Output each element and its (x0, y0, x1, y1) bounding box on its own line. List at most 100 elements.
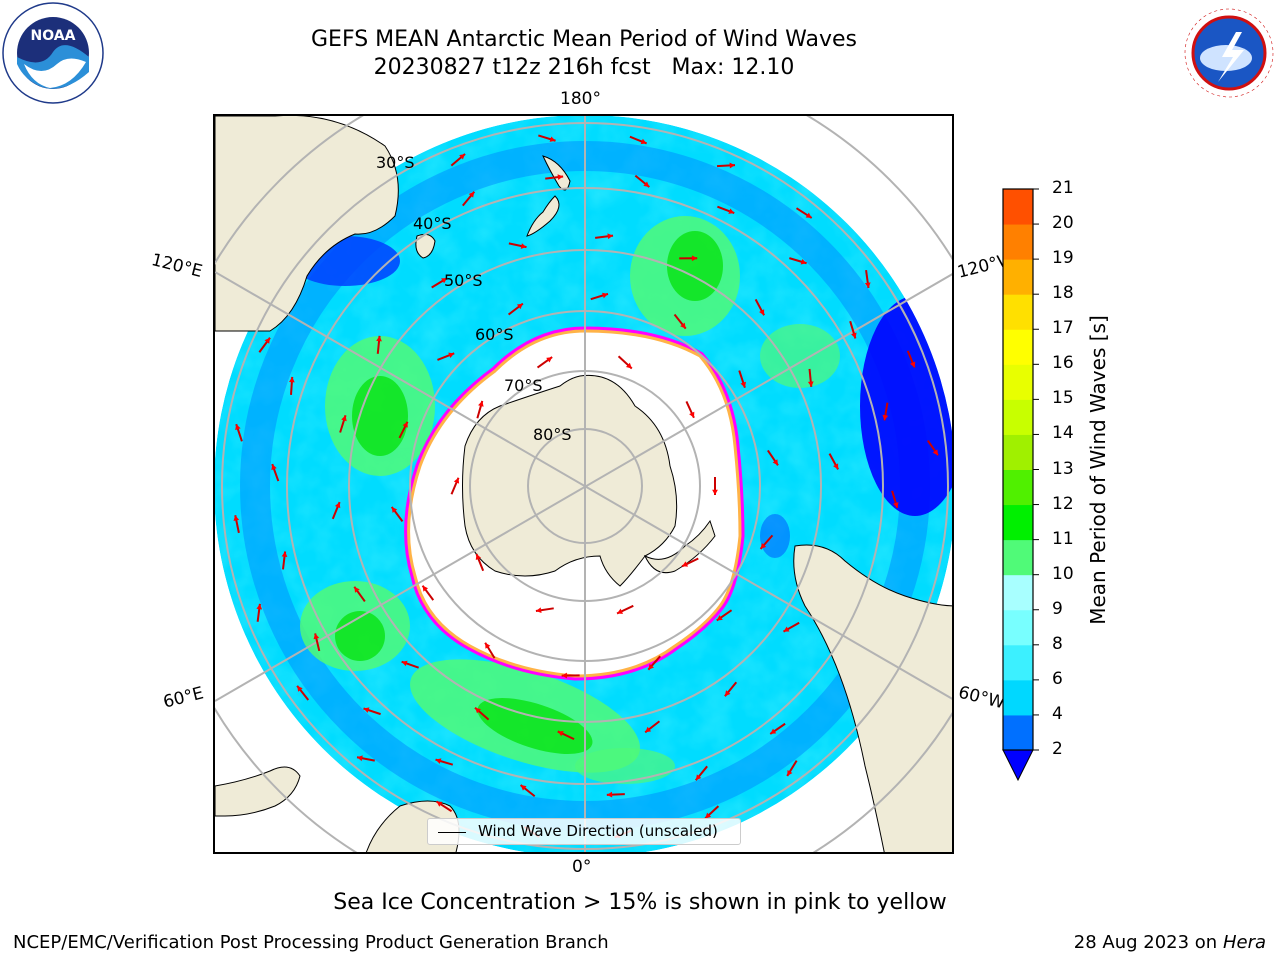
wind-wave-arrow-head (376, 335, 382, 342)
wind-wave-arrow-head (643, 181, 650, 188)
legend-label: Wind Wave Direction (unscaled) (478, 822, 718, 840)
chart-subtitle-run-info: 20230827 t12z 216h fcst Max: 12.10 (373, 55, 795, 80)
footer-date: 28 Aug 2023 on Hera (1074, 932, 1266, 953)
wind-wave-arrow-head (313, 633, 320, 640)
wind-wave-arrow-head (689, 411, 695, 418)
lat-label-30s: 30°S (376, 153, 415, 172)
colorbar-segment (1003, 539, 1033, 576)
wind-wave-arrow-head (485, 642, 491, 649)
colorbar-segment (1003, 714, 1033, 751)
wind-wave-arrow-head (233, 515, 240, 522)
wind-wave-arrow-head (712, 489, 718, 495)
lat-label-80s: 80°S (533, 425, 572, 444)
wind-wave-arrow-head (453, 477, 460, 484)
wind-wave-arrow-head (909, 361, 916, 368)
legend-line-swatch (438, 832, 466, 833)
polar-map (215, 116, 952, 852)
colorbar-segment (1003, 609, 1033, 646)
wind-wave-arrow-head (441, 278, 448, 284)
wind-wave-arrow-head (695, 774, 702, 781)
wind-wave-arrow-head (271, 464, 277, 471)
colorbar-segment (1003, 189, 1033, 225)
lon-label-180: 180° (560, 89, 601, 109)
map-panel (213, 114, 954, 854)
lon-label-120e: 120°E (149, 250, 205, 282)
map-legend: Wind Wave Direction (unscaled) (427, 818, 741, 845)
wind-wave-arrow-head (787, 769, 793, 776)
colorbar-segments (1003, 189, 1033, 751)
wind-wave-arrow-head (520, 785, 527, 791)
colorbar-tick-label: 18 (1052, 283, 1074, 304)
colorbar-segment (1003, 644, 1033, 681)
lon-label-60w: 60°W (956, 682, 1007, 714)
colorbar-extend-min-triangle (1002, 749, 1034, 782)
wind-wave-arrow-head (561, 672, 567, 679)
wind-wave-arrow-head (557, 731, 564, 737)
wind-wave-arrow-head (281, 551, 288, 558)
wind-wave-arrow-head (354, 586, 360, 593)
colorbar-tick-label: 12 (1052, 493, 1074, 514)
wind-wave-arrow-head (648, 663, 654, 670)
lat-label-50s: 50°S (444, 271, 483, 290)
wind-wave-arrow-head (459, 153, 466, 160)
wind-wave-arrow-head (691, 255, 698, 262)
colorbar-tick-marks (1033, 188, 1039, 751)
colorbar-segment (1003, 469, 1033, 506)
footer-date-text: 28 Aug 2023 on (1073, 932, 1218, 953)
colorbar-tick-label: 16 (1052, 353, 1074, 374)
wind-wave-arrow-head (645, 726, 652, 733)
wind-wave-arrow-head (468, 191, 475, 198)
wind-wave-arrow-head (235, 424, 241, 431)
colorbar-label: Mean Period of Wind Waves [s] (1086, 315, 1110, 625)
wind-wave-arrow-head (516, 303, 523, 310)
wind-wave-arrow-head (770, 728, 777, 734)
wind-wave-arrow-head (625, 362, 632, 369)
wind-wave-arrow-head (728, 208, 735, 214)
colorbar-tick-label: 13 (1052, 458, 1074, 479)
wind-wave-arrow-head (772, 459, 778, 466)
colorbar-tick-label: 11 (1052, 528, 1074, 549)
wind-wave-arrow-head (341, 415, 347, 422)
wind-wave-arrow-head (893, 502, 899, 509)
wind-wave-arrow-head (864, 282, 871, 288)
wind-wave-arrow-head (602, 292, 608, 299)
land-masses (215, 116, 952, 852)
wind-wave-arrow-head (760, 543, 767, 549)
meridians (215, 116, 952, 852)
colorbar-tick-label: 14 (1052, 423, 1074, 444)
colorbar-segment (1003, 574, 1033, 611)
antarctica (404, 326, 745, 681)
wind-wave-arrow-head (288, 376, 295, 383)
colorbar-segment (1003, 329, 1033, 365)
wind-wave-arrow-head (363, 707, 370, 713)
wind-wave-arrow-head (391, 506, 398, 513)
wind-wave-arrow-head (297, 685, 303, 692)
colorbar-tick-label: 20 (1052, 213, 1074, 234)
wind-wave-arrow-head (783, 626, 790, 632)
wind-wave-arrow-head (422, 585, 429, 592)
wind-wave-arrow-head (680, 322, 686, 329)
wind-wave-arrow-head (729, 162, 735, 169)
colorbar-segment (1003, 434, 1033, 470)
colorbar-segment (1003, 224, 1033, 260)
colorbar-tick-label: 17 (1052, 318, 1074, 339)
colorbar-tick-label: 6 (1052, 668, 1063, 689)
wind-wave-arrow-head (549, 136, 556, 142)
colorbar-tick-label: 10 (1052, 563, 1074, 584)
wind-wave-arrow-head (640, 138, 647, 145)
wind-wave-arrow-head (520, 243, 527, 249)
national-weather-service-logo-icon (1180, 4, 1278, 102)
colorbar-tick-label: 9 (1052, 598, 1063, 619)
wind-wave-arrow-head (807, 381, 814, 387)
wind-wave-arrow-head (435, 758, 442, 764)
wind-wave-arrow-head (805, 212, 812, 218)
wind-wave-arrow-head (334, 502, 341, 509)
wind-wave-arrow-head (617, 608, 624, 614)
lat-label-60s: 60°S (475, 325, 514, 344)
noaa-logo-icon: NOAA (2, 2, 104, 104)
noaa-logo-text: NOAA (31, 28, 76, 44)
wind-wave-arrow-head (535, 607, 542, 614)
colorbar-tick-label: 8 (1052, 633, 1063, 654)
colorbar-segment (1003, 399, 1033, 435)
colorbar-segment (1003, 294, 1033, 330)
